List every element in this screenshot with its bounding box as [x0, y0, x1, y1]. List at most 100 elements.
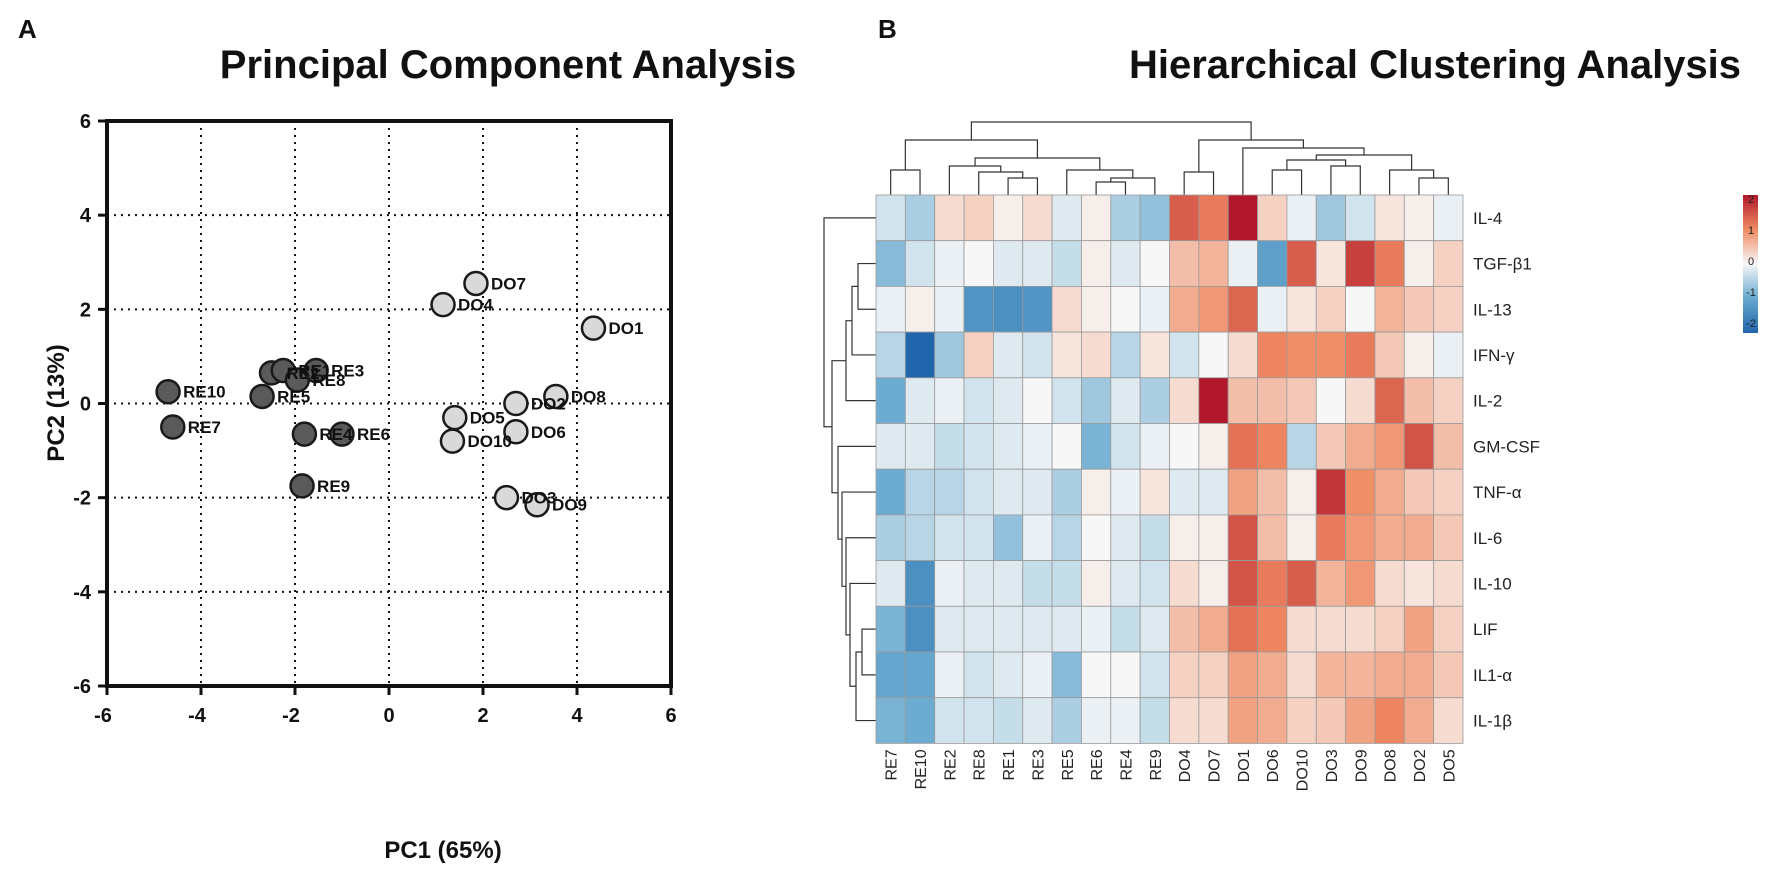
heat-cell [1051, 423, 1082, 470]
point-re5 [249, 383, 275, 410]
point-label-do6: DO6 [531, 423, 566, 442]
dendrogram-branch [1286, 159, 1347, 170]
heat-cell [1081, 468, 1112, 516]
heat-cell [1345, 423, 1376, 470]
heat-cell [1433, 423, 1464, 470]
heat-cell [1374, 468, 1405, 516]
point-label-do4: DO4 [458, 296, 494, 315]
heat-cell [1374, 377, 1405, 424]
heat-cell [1257, 331, 1288, 379]
heat-cell [1169, 560, 1200, 607]
heat-cell [1433, 285, 1464, 333]
heat-cell [904, 194, 936, 242]
heat-cell [1286, 605, 1317, 653]
row-label: IFN-γ [1473, 346, 1515, 365]
heat-cell [1374, 651, 1405, 699]
point-do9 [524, 491, 550, 518]
heat-cell [1403, 560, 1435, 607]
heat-cell [1315, 331, 1347, 379]
heat-cell [1110, 514, 1141, 562]
heat-cell [1433, 560, 1464, 607]
heat-cell [904, 514, 936, 562]
heat-cell [1315, 377, 1347, 424]
heat-cell [1315, 560, 1347, 607]
heat-cell [1227, 331, 1258, 379]
heat-cell [1110, 240, 1141, 287]
heat-cell [1110, 194, 1141, 242]
heat-cell [1022, 377, 1053, 424]
pca-axes: -6 -4 -2 0 2 4 6 -6 -4 -2 0 2 4 6 [73, 111, 676, 727]
heat-cell [1139, 377, 1170, 424]
heat-cell [875, 651, 906, 699]
row-label: TNF-α [1473, 483, 1522, 502]
heat-cell [1403, 240, 1435, 287]
heat-cell [1081, 331, 1112, 379]
heat-cell [1315, 194, 1347, 242]
dendrogram-branch [837, 445, 876, 540]
heat-cell [1022, 423, 1053, 470]
point-label-re7: RE7 [188, 418, 221, 437]
heat-cell [1139, 331, 1170, 379]
dendrogram-branch [890, 169, 921, 195]
pca-y-axis-label: PC2 (13%) [43, 344, 70, 461]
heat-cell [1286, 423, 1317, 470]
point-label-do7: DO7 [491, 274, 526, 293]
legend-tick-label: 2 [1748, 194, 1754, 206]
heat-cell [963, 331, 994, 379]
heat-cell [1433, 331, 1464, 379]
y-tick-label: 2 [80, 299, 91, 321]
heat-cell [1227, 194, 1258, 242]
heat-cell [963, 423, 994, 470]
point-do1 [580, 315, 607, 341]
heat-cell [1169, 194, 1200, 242]
heat-cell [1022, 240, 1053, 287]
heat-cell [1345, 331, 1376, 379]
heat-cell [1081, 285, 1112, 333]
dendrogram-branch [1095, 181, 1127, 195]
dendrogram-branch [1271, 169, 1303, 195]
heat-cell [1286, 285, 1317, 333]
heat-cell [993, 514, 1024, 562]
column-label: DO3 [1324, 749, 1341, 782]
heat-cell [1169, 331, 1200, 379]
heat-cell [1345, 560, 1376, 607]
heat-cell [1403, 423, 1435, 470]
heat-cell [1345, 377, 1376, 424]
heat-cell [1169, 514, 1200, 562]
point-label-re4: RE4 [319, 425, 353, 444]
legend-tick-label: 0 [1748, 256, 1754, 268]
heat-cell [1433, 468, 1464, 516]
heat-cell [1374, 514, 1405, 562]
dendrogram-branch [1110, 177, 1156, 195]
heat-cell [1198, 605, 1229, 653]
heat-cell [1257, 240, 1288, 287]
column-dendrogram [890, 121, 1449, 195]
heat-cell [1315, 423, 1347, 470]
heat-cell [1198, 285, 1229, 333]
heat-cell [1257, 194, 1288, 242]
heat-cell [904, 605, 936, 653]
row-label: TGF-β1 [1473, 255, 1532, 274]
heat-cell [875, 697, 906, 744]
dendrogram-branch [855, 651, 876, 722]
dendrogram-branch [845, 320, 876, 402]
y-tick-label: -2 [73, 488, 91, 510]
heat-cell [1227, 423, 1258, 470]
heat-cell [1169, 377, 1200, 424]
column-label: RE10 [913, 749, 930, 789]
heat-cell [1051, 651, 1082, 699]
point-re6 [329, 421, 355, 447]
heat-cell [1022, 514, 1053, 562]
x-tick-label: 4 [571, 705, 583, 727]
column-label: DO1 [1236, 749, 1253, 782]
heat-cell [1022, 194, 1053, 242]
heat-cell [963, 605, 994, 653]
heat-cell [1286, 240, 1317, 287]
dendrogram-branch [861, 628, 876, 676]
heat-cell [1257, 377, 1288, 424]
heat-cell [1139, 697, 1170, 744]
row-label: IL-2 [1473, 392, 1502, 411]
row-label: IL-6 [1473, 529, 1502, 548]
heat-cell [1227, 605, 1258, 653]
